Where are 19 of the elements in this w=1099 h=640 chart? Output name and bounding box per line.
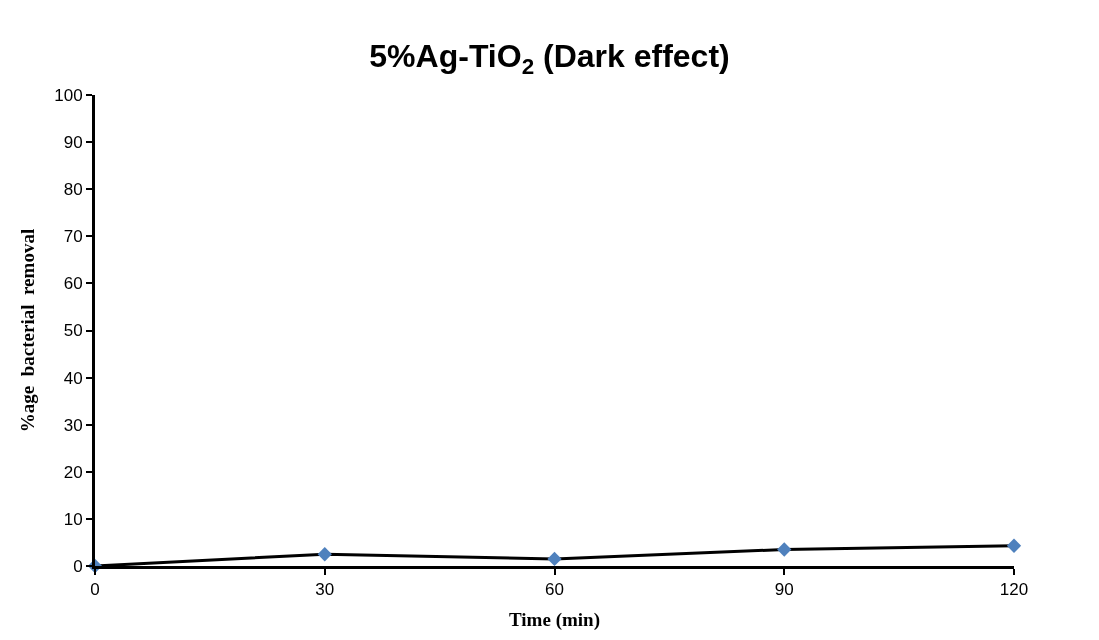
x-tick-label: 90 [774,580,794,600]
y-tick-label: 10 [63,509,83,529]
y-tick-label: 60 [63,274,83,294]
x-tick-label: 60 [545,580,564,600]
x-tick-label: 120 [999,580,1029,600]
y-tick-label: 40 [63,368,83,388]
y-tick-label: 100 [54,85,83,105]
x-tick-label: 30 [315,580,335,600]
y-tick-label: 70 [63,227,83,247]
y-tick-label: 20 [63,462,83,482]
x-tick-label: 0 [90,580,100,600]
chart-title: 5%Ag-TiO$_{2}$ (Dark effect) [369,38,730,79]
y-tick-label: 0 [73,556,83,576]
y-tick-label: 30 [63,415,83,435]
y-axis-title: %age bacterial removal [17,228,39,433]
x-axis-title: Time (min) [509,609,600,632]
y-tick-label: 50 [63,321,83,341]
y-tick-label: 80 [63,180,83,200]
y-tick-label: 90 [63,133,83,153]
